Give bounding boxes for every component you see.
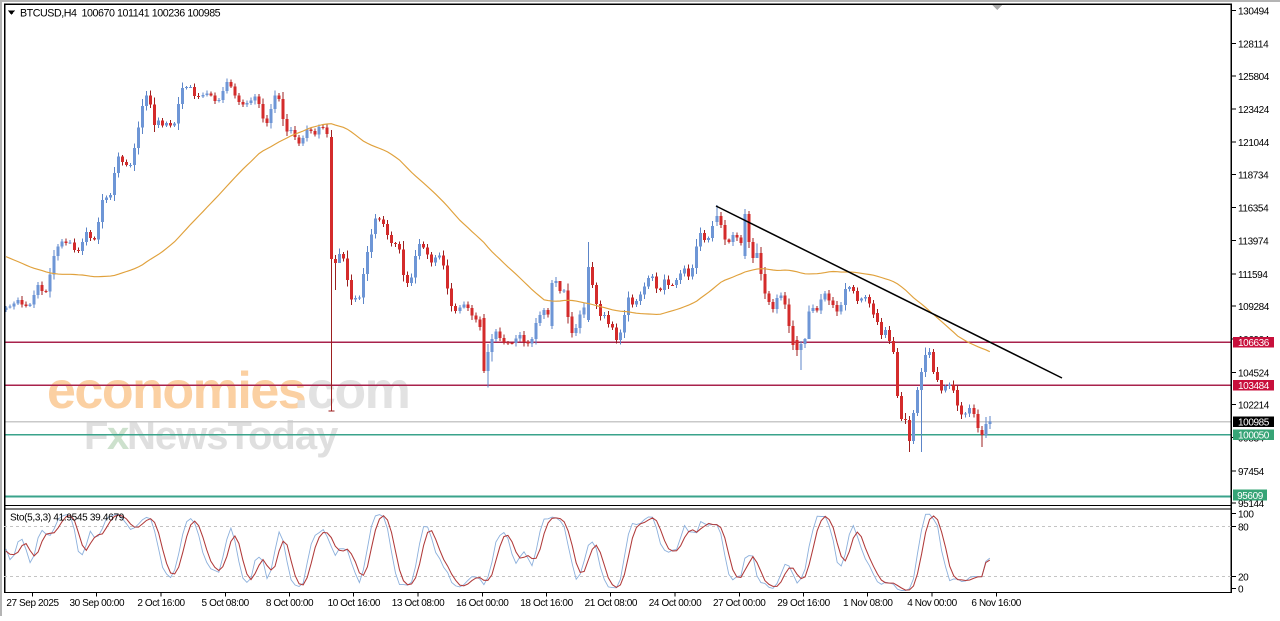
svg-text:8 Oct 00:00: 8 Oct 00:00	[266, 598, 314, 609]
svg-text:100985: 100985	[1238, 418, 1270, 429]
svg-text:103484: 103484	[1238, 381, 1270, 392]
svg-text:5 Oct 08:00: 5 Oct 08:00	[202, 598, 250, 609]
svg-text:24 Oct 00:00: 24 Oct 00:00	[649, 598, 702, 609]
svg-text:4 Nov 00:00: 4 Nov 00:00	[907, 598, 957, 609]
svg-text:95609: 95609	[1237, 491, 1264, 502]
svg-text:30 Sep 00:00: 30 Sep 00:00	[69, 598, 125, 609]
svg-text:10 Oct 16:00: 10 Oct 16:00	[328, 598, 381, 609]
svg-text:0: 0	[1238, 585, 1244, 596]
svg-text:104524: 104524	[1238, 368, 1270, 379]
svg-text:BTCUSD,H4 100670 101141 10023: BTCUSD,H4 100670 101141 100236 100985	[20, 8, 221, 20]
svg-text:20: 20	[1238, 572, 1249, 583]
svg-text:21 Oct 08:00: 21 Oct 08:00	[585, 598, 638, 609]
svg-text:116354: 116354	[1238, 203, 1269, 214]
svg-text:2 Oct 16:00: 2 Oct 16:00	[137, 598, 185, 609]
svg-text:128114: 128114	[1238, 40, 1269, 51]
svg-text:106636: 106636	[1238, 338, 1270, 349]
svg-text:130494: 130494	[1238, 6, 1270, 17]
svg-text:F: F	[84, 414, 107, 458]
svg-text:111594: 111594	[1238, 270, 1268, 281]
svg-text:economies: economies	[47, 362, 305, 420]
svg-text:109284: 109284	[1238, 302, 1270, 313]
svg-text:Sto(5,3,3) 41.9545 39.4679: Sto(5,3,3) 41.9545 39.4679	[10, 513, 125, 524]
svg-text:123424: 123424	[1238, 105, 1270, 116]
svg-text:80: 80	[1238, 522, 1249, 533]
svg-text:125804: 125804	[1238, 72, 1270, 83]
svg-text:29 Oct 16:00: 29 Oct 16:00	[777, 598, 830, 609]
svg-text:.com: .com	[294, 362, 409, 420]
svg-text:NewsToday: NewsToday	[127, 414, 339, 458]
svg-text:1 Nov 08:00: 1 Nov 08:00	[843, 598, 893, 609]
svg-text:97454: 97454	[1238, 467, 1265, 478]
svg-text:118734: 118734	[1238, 170, 1269, 181]
svg-text:13 Oct 08:00: 13 Oct 08:00	[392, 598, 445, 609]
svg-text:18 Oct 16:00: 18 Oct 16:00	[520, 598, 573, 609]
svg-text:113974: 113974	[1238, 237, 1269, 248]
svg-text:100: 100	[1238, 510, 1254, 521]
svg-text:x: x	[107, 414, 129, 458]
svg-text:6 Nov 16:00: 6 Nov 16:00	[971, 598, 1021, 609]
svg-text:100050: 100050	[1238, 431, 1270, 442]
svg-text:27 Oct 00:00: 27 Oct 00:00	[713, 598, 766, 609]
svg-text:16 Oct 00:00: 16 Oct 00:00	[456, 598, 509, 609]
svg-text:95144: 95144	[1238, 499, 1265, 510]
svg-text:27 Sep 2025: 27 Sep 2025	[6, 598, 59, 609]
svg-text:121044: 121044	[1238, 138, 1270, 149]
svg-text:102214: 102214	[1238, 401, 1270, 412]
